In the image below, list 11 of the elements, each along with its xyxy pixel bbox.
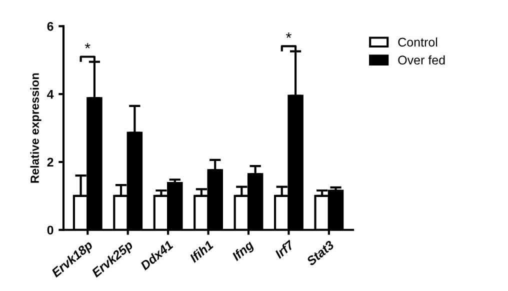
x-tick-label: Irf7 [274,239,295,259]
annotation: * [286,32,292,38]
y-tick-label: 0 [47,226,54,235]
y-tick-label: 6 [47,22,54,31]
y-tick-label: 4 [47,90,54,99]
legend-label: Over fed [398,55,445,65]
legend-label: Control [398,37,438,47]
y-axis-title: Relative expression [30,73,42,183]
y-tick-label: 2 [47,158,54,167]
annotation: * [84,43,90,48]
x-tick-label: Ifng [231,240,256,264]
